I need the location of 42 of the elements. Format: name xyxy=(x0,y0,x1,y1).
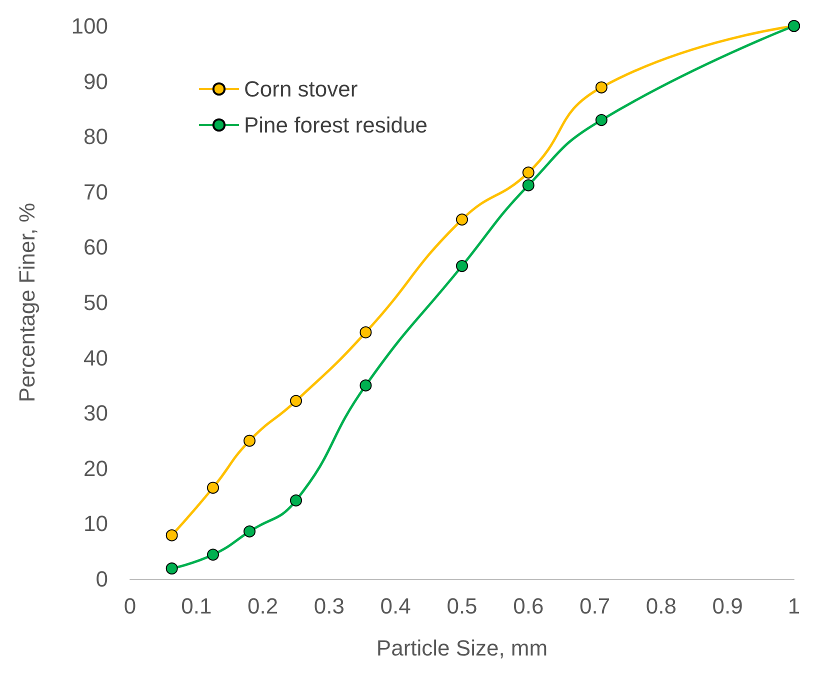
point xyxy=(522,166,534,179)
y-tick-label: 50 xyxy=(84,290,108,315)
legend-label: Corn stover xyxy=(244,76,358,102)
x-tick-label: 1 xyxy=(788,594,800,618)
x-tick-label: 0.7 xyxy=(580,594,610,618)
y-axis-title: Percentage Finer, % xyxy=(14,202,40,402)
point xyxy=(456,214,468,226)
point xyxy=(290,494,302,506)
y-tick-label: 60 xyxy=(84,234,108,260)
y-tick-label: 100 xyxy=(71,14,108,38)
point xyxy=(522,179,534,192)
y-tick-label: 20 xyxy=(84,456,108,481)
x-tick-label: 0.5 xyxy=(446,594,478,618)
point xyxy=(595,81,608,94)
y-tick-label: 40 xyxy=(84,345,108,370)
point xyxy=(244,525,256,538)
x-tick-label: 0.8 xyxy=(646,594,676,618)
x-tick-label: 0.9 xyxy=(712,594,743,618)
x-axis-title: Particle Size, mm xyxy=(376,636,548,660)
point xyxy=(360,326,372,338)
y-tick-label: 90 xyxy=(84,68,108,94)
y-tick-label: 0 xyxy=(96,566,108,592)
point xyxy=(290,394,302,407)
point xyxy=(595,114,608,126)
point xyxy=(456,260,468,272)
x-tick-label: 0.6 xyxy=(513,594,544,618)
point xyxy=(244,434,256,447)
x-tick-label: 0.2 xyxy=(248,594,278,618)
x-tick-label: 0.1 xyxy=(181,594,212,618)
y-tick-label: 70 xyxy=(84,179,108,204)
x-tick-label: 0 xyxy=(124,594,136,618)
point xyxy=(207,482,219,494)
x-tick-label: 0.4 xyxy=(380,594,411,618)
legend-label: Pine forest residue xyxy=(244,112,428,138)
y-tick-label: 10 xyxy=(84,511,108,536)
x-tick-label: 0.3 xyxy=(314,594,344,618)
point xyxy=(207,548,219,561)
point xyxy=(166,562,178,574)
point xyxy=(360,379,372,392)
point xyxy=(166,529,178,542)
y-tick-label: 30 xyxy=(84,400,108,426)
y-tick-label: 80 xyxy=(84,124,108,150)
